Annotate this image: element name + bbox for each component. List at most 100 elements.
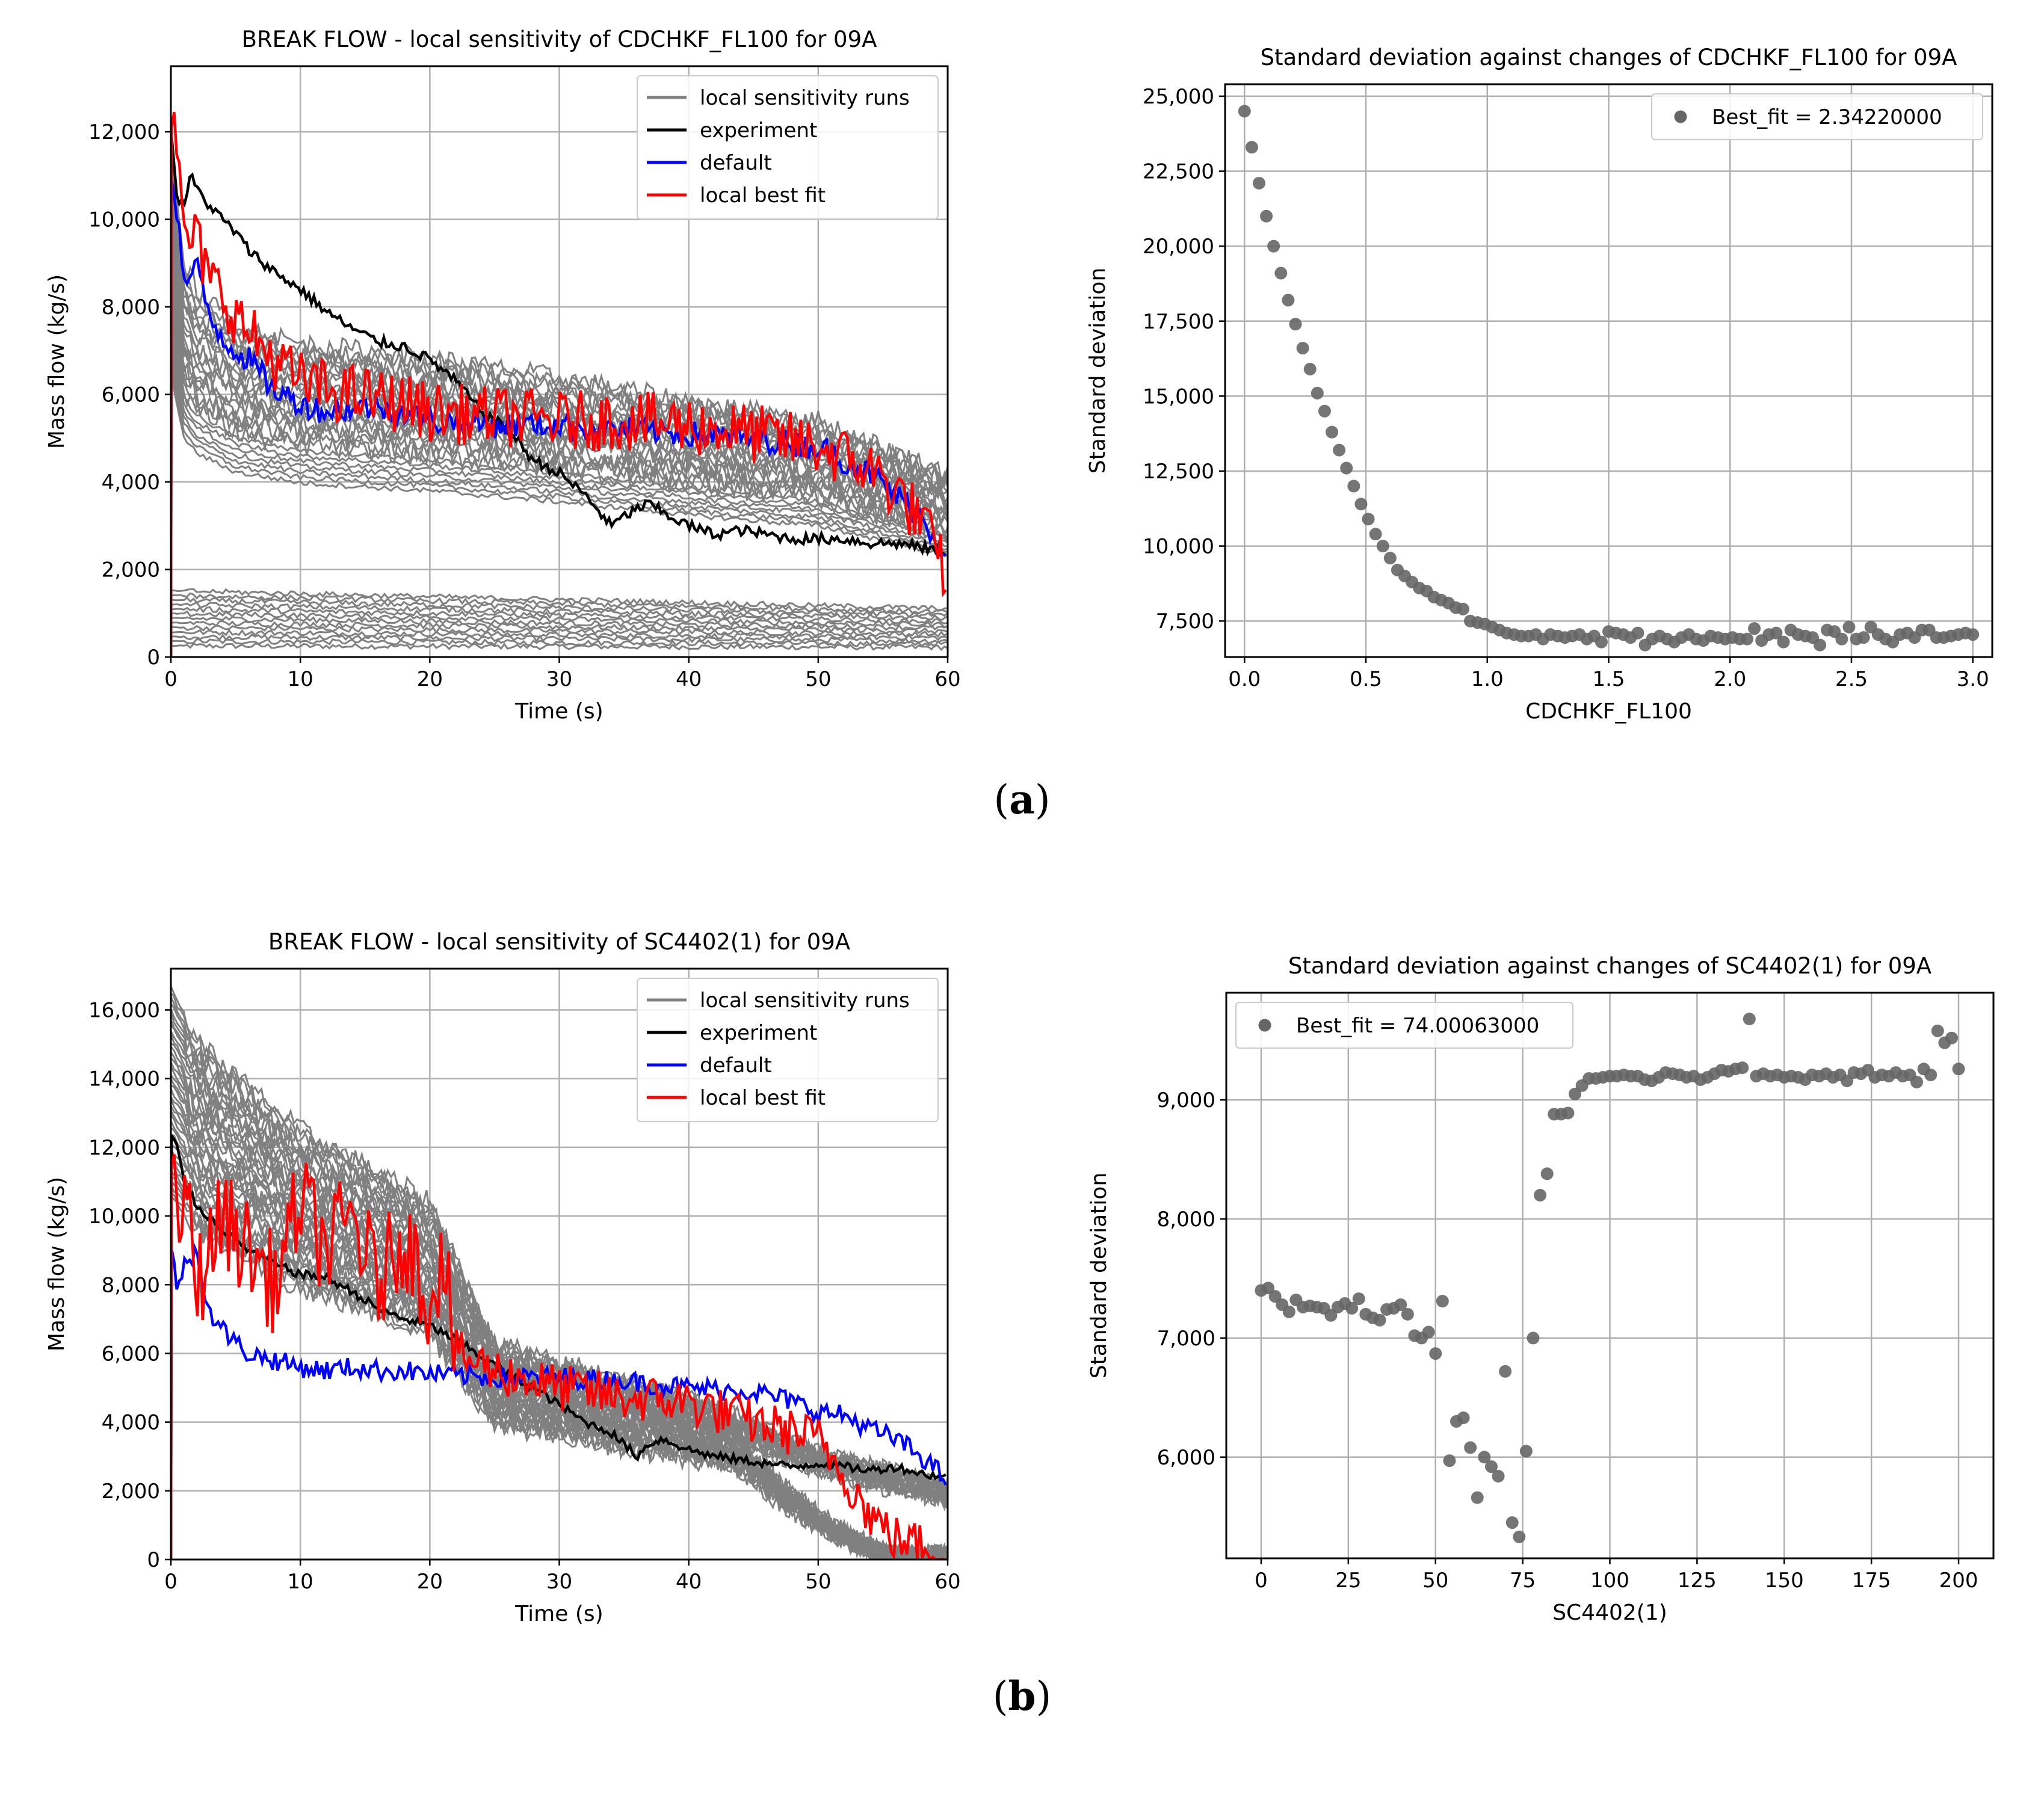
- scatter-point: [1296, 342, 1309, 355]
- legend-label: local best fit: [700, 1086, 826, 1110]
- scatter-point: [1345, 1301, 1359, 1315]
- y-tick-label: 6,000: [102, 1342, 160, 1366]
- chart-b-right: Standard deviation against changes of SC…: [1087, 953, 1995, 1625]
- sensitivity-run-line: [171, 375, 948, 657]
- sensitivity-run-line: [171, 986, 948, 1560]
- y-tick-label: 10,000: [1143, 535, 1214, 559]
- scatter-point: [1362, 513, 1375, 526]
- legend-label: experiment: [700, 1021, 817, 1045]
- plot-area: [171, 986, 948, 1560]
- scatter-point: [1966, 628, 1980, 641]
- plot-area: [171, 111, 948, 657]
- scatter-point: [1569, 1087, 1582, 1100]
- chart-title: Standard deviation against changes of CD…: [1261, 45, 1957, 70]
- scatter-point: [1952, 1063, 1965, 1076]
- scatter-point: [1631, 626, 1644, 640]
- sensitivity-run-line: [171, 601, 948, 657]
- scatter-point: [1303, 363, 1317, 376]
- scatter-point: [1464, 1441, 1477, 1454]
- sensitivity-run-line: [171, 162, 948, 657]
- scatter-point: [1931, 1024, 1944, 1037]
- scatter-point: [1842, 620, 1856, 634]
- scatter-point: [1373, 1313, 1386, 1327]
- scatter-point: [1814, 638, 1827, 652]
- scatter-point: [1340, 461, 1353, 475]
- x-tick-label: 50: [805, 1570, 831, 1594]
- scatter-point: [1347, 480, 1360, 493]
- scatter-point: [1910, 1075, 1923, 1088]
- scatter-point: [1924, 1069, 1937, 1082]
- x-tick-label: 10: [288, 667, 313, 691]
- y-axis-label: Standard deviation: [1085, 268, 1110, 474]
- scatter-point: [1274, 267, 1288, 280]
- y-tick-label: 22,500: [1143, 160, 1214, 184]
- sensitivity-run-line: [171, 341, 948, 657]
- scatter-point: [1478, 1451, 1491, 1464]
- figure-panel-b: BREAK FLOW - local sensitivity of SC4402…: [0, 902, 2044, 1805]
- scatter-point: [1282, 1305, 1295, 1318]
- scatter-point: [1354, 498, 1368, 511]
- scatter-point: [1443, 1454, 1456, 1467]
- y-tick-label: 25,000: [1143, 85, 1214, 109]
- y-tick-label: 2,000: [102, 558, 160, 582]
- scatter-point: [1394, 1298, 1407, 1311]
- scatter-point: [1260, 209, 1273, 223]
- x-tick-label: 30: [546, 667, 572, 691]
- y-tick-label: 8,000: [102, 295, 160, 319]
- y-tick-label: 14,000: [88, 1067, 160, 1091]
- scatter-point: [1252, 176, 1265, 190]
- series-line-experiment: [171, 1132, 946, 1560]
- scatter-point: [1268, 1290, 1282, 1303]
- plot-area: [1255, 1013, 1965, 1543]
- legend-label: local best fit: [700, 184, 826, 208]
- series-line-local-best-fit: [171, 111, 947, 657]
- chart-title: BREAK FLOW - local sensitivity of CDCHKF…: [242, 26, 877, 52]
- chart-a-left: BREAK FLOW - local sensitivity of CDCHKF…: [45, 26, 961, 724]
- sensitivity-run-line: [171, 263, 948, 657]
- y-tick-label: 0: [147, 1548, 160, 1572]
- sensitivity-run-line: [171, 177, 948, 657]
- x-axis-label: SC4402(1): [1552, 1600, 1667, 1625]
- x-tick-label: 50: [805, 667, 831, 691]
- x-tick-label: 20: [417, 1570, 443, 1594]
- scatter-point: [1326, 425, 1339, 439]
- y-tick-label: 6,000: [102, 383, 160, 407]
- y-tick-label: 6,000: [1157, 1446, 1215, 1470]
- scatter-point: [1267, 239, 1280, 253]
- scatter-point: [1499, 1365, 1512, 1378]
- sensitivity-run-line: [171, 625, 948, 657]
- scatter-point: [1456, 602, 1469, 616]
- sensitivity-run-line: [171, 592, 948, 657]
- y-tick-label: 8,000: [1157, 1208, 1215, 1232]
- y-tick-label: 12,500: [1143, 460, 1214, 484]
- plot-area: [1238, 105, 1980, 652]
- legend-box: [637, 75, 939, 220]
- x-tick-label: 1.0: [1471, 667, 1504, 691]
- scatter-point: [1595, 635, 1608, 649]
- y-tick-label: 16,000: [88, 999, 160, 1023]
- scatter-point: [1857, 631, 1870, 644]
- x-tick-label: 10: [288, 1570, 313, 1594]
- scatter-point: [1352, 1292, 1365, 1306]
- x-tick-label: 40: [676, 667, 702, 691]
- x-tick-label: 40: [676, 1570, 702, 1594]
- sensitivity-run-line: [171, 167, 948, 657]
- legend-label: default: [700, 1054, 772, 1078]
- sensitivity-run-line: [171, 151, 948, 657]
- legend-label: Best_fit = 74.00063000: [1296, 1014, 1539, 1038]
- x-tick-label: 60: [934, 1570, 960, 1594]
- x-tick-label: 0: [164, 667, 178, 691]
- x-tick-label: 0: [1255, 1569, 1268, 1593]
- x-tick-label: 0: [164, 1570, 178, 1594]
- scatter-point: [1736, 1061, 1749, 1075]
- sensitivity-run-line: [171, 629, 948, 657]
- scatter-point: [1540, 1167, 1554, 1180]
- scatter-point: [1561, 1106, 1575, 1120]
- scatter-point: [1777, 635, 1790, 649]
- scatter-point: [1436, 1295, 1449, 1308]
- y-tick-label: 20,000: [1143, 235, 1214, 259]
- chart-title: Standard deviation against changes of SC…: [1288, 953, 1931, 979]
- scatter-point: [1835, 632, 1848, 646]
- sensitivity-run-line: [171, 366, 948, 657]
- x-tick-label: 2.5: [1835, 667, 1868, 691]
